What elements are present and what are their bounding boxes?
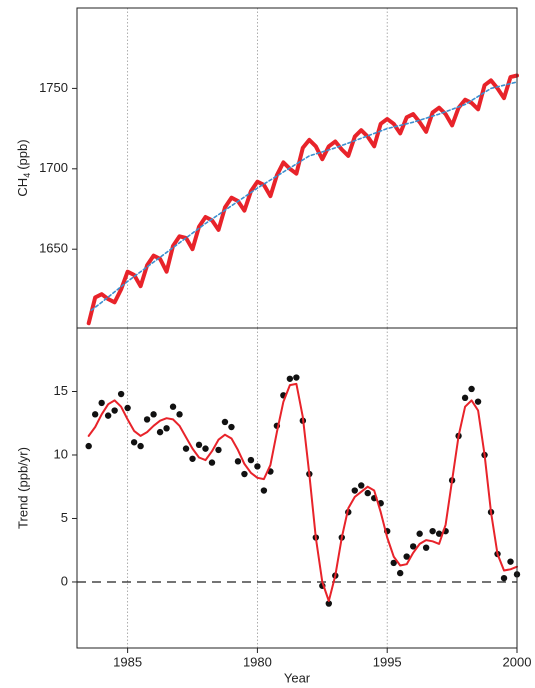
data-point [130, 439, 138, 446]
data-point [169, 403, 177, 410]
data-point [286, 375, 294, 382]
data-line [86, 73, 519, 326]
data-point [163, 425, 170, 432]
data-point [215, 446, 222, 454]
data-point [221, 418, 229, 426]
y-tick-label: 5 [61, 510, 68, 525]
y-tick-label: 1700 [39, 160, 68, 175]
x-axis-label: Year [284, 670, 311, 685]
data-point [403, 553, 410, 560]
data-point [507, 558, 514, 565]
y-axis-label-text: CH [15, 178, 30, 197]
data-point [422, 544, 430, 551]
data-point [189, 455, 196, 462]
data-point [195, 441, 203, 449]
data-point [137, 442, 144, 450]
y-tick-label: 1650 [39, 241, 68, 256]
data-point [241, 470, 248, 478]
data-point [124, 404, 131, 412]
data-point [228, 423, 235, 431]
data-point [293, 374, 300, 381]
data-point [117, 390, 125, 398]
data-point [91, 411, 99, 418]
data-point [364, 489, 371, 497]
data-point [254, 463, 261, 470]
data-point [98, 399, 105, 407]
data-point [429, 527, 436, 535]
data-point [260, 487, 268, 494]
data-point [202, 445, 209, 452]
data-point [409, 543, 417, 550]
data-point [208, 459, 216, 466]
y-tick-label: 1750 [39, 80, 68, 95]
data-point [234, 458, 242, 465]
x-tick-label: 2000 [503, 654, 532, 669]
y-axis-label-unit: (ppb) [15, 139, 30, 169]
y-axis-label-sub: 4 [22, 173, 32, 178]
data-point [156, 428, 164, 436]
data-point [468, 385, 475, 393]
data-point [176, 411, 183, 418]
data-point [500, 574, 508, 582]
y-axis-label: CH4 (ppb) [15, 139, 32, 196]
data-line [87, 382, 518, 602]
data-point [461, 394, 469, 402]
y-axis-label: Trend (ppb/yr) [15, 447, 30, 529]
data-point [111, 407, 118, 414]
data-point [325, 600, 332, 607]
data-point [85, 442, 92, 450]
data-line [90, 81, 518, 312]
data-point [435, 530, 443, 537]
y-tick-label: 15 [54, 383, 68, 398]
x-tick-label: 1995 [373, 654, 402, 669]
data-point [150, 411, 157, 418]
data-point [247, 456, 255, 464]
data-point [351, 487, 358, 494]
y-tick-label: 10 [54, 446, 68, 461]
x-tick-label: 1985 [113, 654, 142, 669]
data-point [143, 416, 151, 423]
data-point [396, 569, 404, 577]
y-tick-label: 0 [61, 573, 68, 588]
data-point [416, 530, 423, 537]
data-point [358, 482, 365, 489]
data-point [474, 398, 482, 405]
data-point [390, 559, 397, 567]
data-point [104, 412, 112, 419]
x-tick-label: 1980 [243, 654, 272, 669]
plot-frame [76, 327, 518, 649]
data-point [182, 445, 190, 452]
